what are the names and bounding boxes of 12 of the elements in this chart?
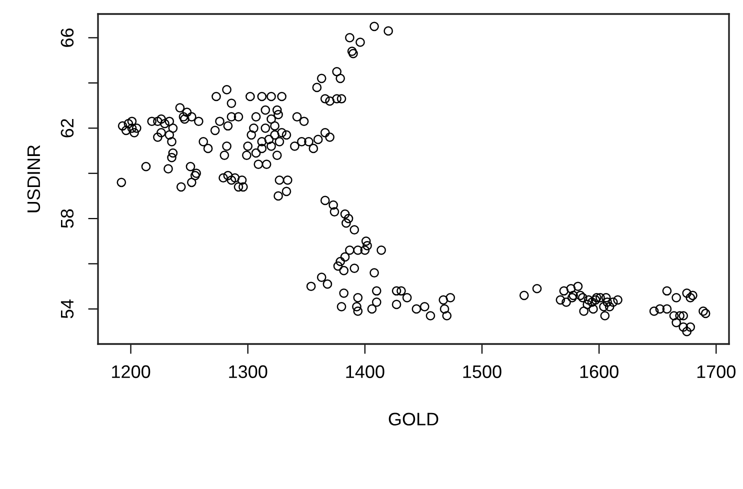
- y-axis-title: USDINR: [27, 145, 40, 212]
- y-tick-label: 54: [61, 299, 74, 318]
- x-tick-label: 1200: [112, 365, 150, 378]
- x-tick-label: 1300: [229, 365, 268, 378]
- x-tick-label: 1700: [697, 365, 736, 378]
- x-tick-label: 1500: [463, 365, 502, 378]
- x-tick-label: 1600: [580, 365, 618, 378]
- y-tick-label: 62: [60, 119, 74, 138]
- y-tick-label: 58: [60, 209, 74, 228]
- x-axis-title: GOLD: [388, 412, 438, 426]
- x-tick-label: 1400: [346, 365, 384, 378]
- y-tick-label: 66: [60, 28, 74, 47]
